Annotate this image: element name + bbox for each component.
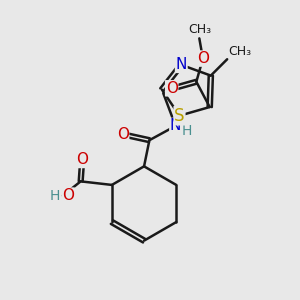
Text: O: O xyxy=(166,81,178,96)
Text: CH₃: CH₃ xyxy=(229,45,252,58)
Text: H: H xyxy=(49,189,60,202)
Text: S: S xyxy=(174,107,185,125)
Text: H: H xyxy=(182,124,192,138)
Text: N: N xyxy=(176,57,187,72)
Text: O: O xyxy=(62,188,74,203)
Text: O: O xyxy=(76,152,88,167)
Text: O: O xyxy=(117,127,129,142)
Text: O: O xyxy=(197,51,209,66)
Text: N: N xyxy=(170,118,181,134)
Text: CH₃: CH₃ xyxy=(188,23,211,36)
